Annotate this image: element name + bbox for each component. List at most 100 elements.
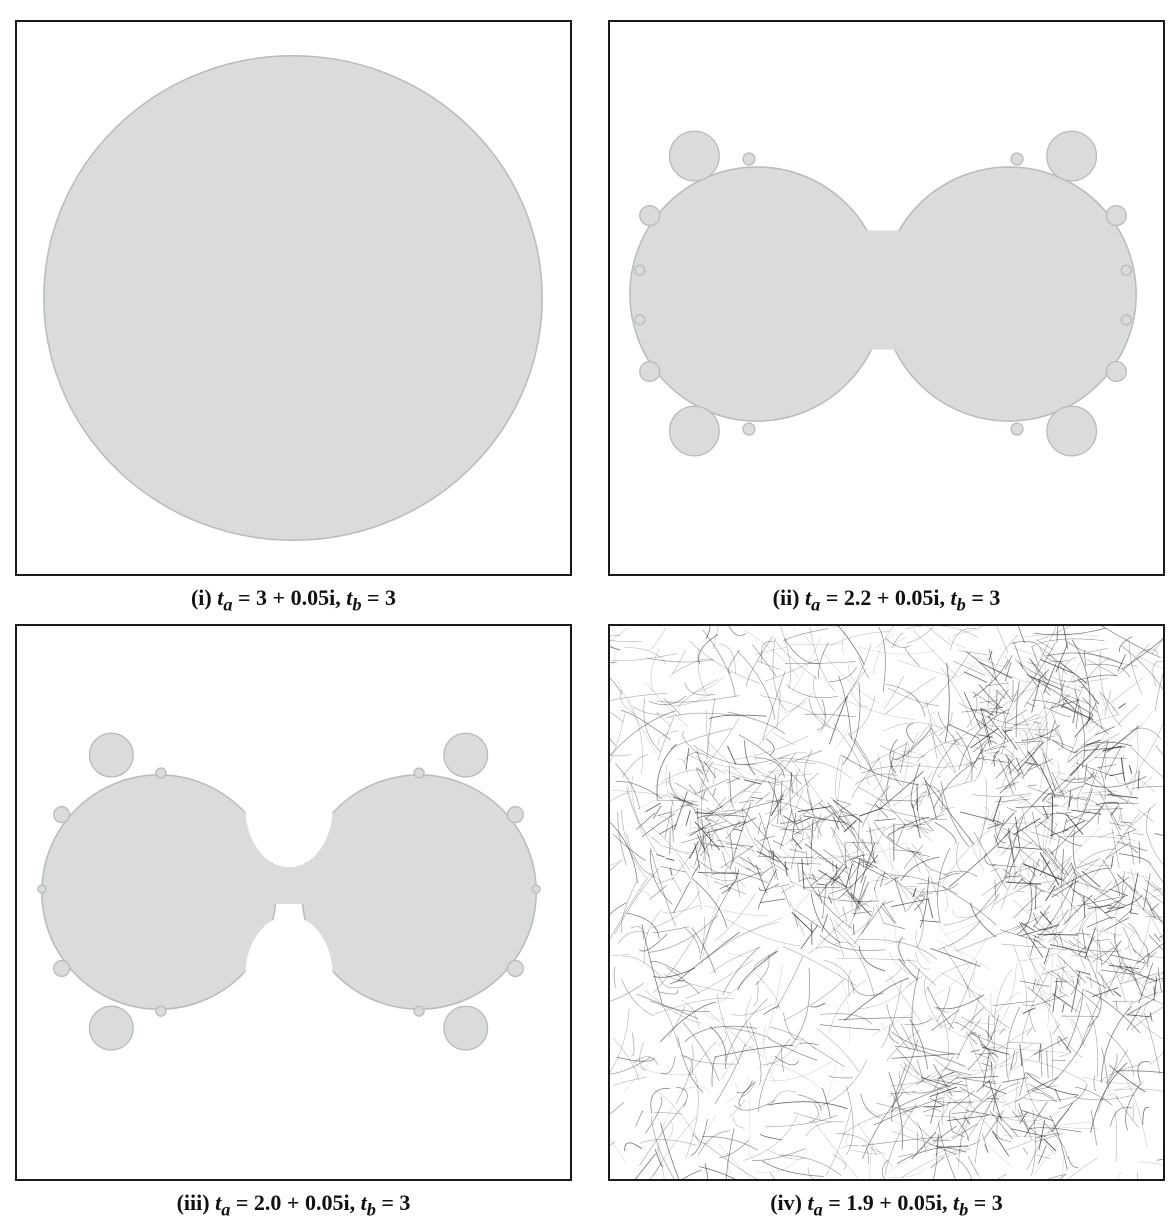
tangle-cluster-stroke xyxy=(1014,878,1023,889)
tangle-cluster-stroke xyxy=(1049,720,1056,741)
tangle-stroke xyxy=(968,1014,999,1069)
tangle-cluster-stroke xyxy=(920,893,933,895)
tangle-cluster-stroke xyxy=(996,626,1008,653)
tangle-cluster-stroke xyxy=(1115,919,1116,937)
tangle-stroke xyxy=(926,781,975,845)
tangle-stroke xyxy=(943,829,991,882)
tangle-stroke xyxy=(1107,1085,1143,1092)
tangle-stroke xyxy=(822,652,879,704)
tangle-stroke xyxy=(823,960,854,994)
tangle-cluster-stroke xyxy=(985,1144,988,1153)
tangle-stroke xyxy=(624,647,665,664)
tangle-cluster-stroke xyxy=(978,735,993,738)
tangle-cluster-stroke xyxy=(869,827,886,862)
tangle-stroke xyxy=(1150,1008,1163,1064)
tangle-stroke xyxy=(907,723,914,743)
tangle-stroke xyxy=(784,979,844,1021)
tangle-stroke xyxy=(759,1039,790,1112)
tangle-stroke xyxy=(658,717,674,761)
tangle-stroke xyxy=(1128,902,1151,982)
tangle-cluster-stroke xyxy=(857,819,860,858)
tangle-cluster-stroke xyxy=(1071,880,1109,892)
tangle-cluster-stroke xyxy=(771,795,784,816)
tangle-cluster-stroke xyxy=(1063,626,1067,649)
tangle-cluster-stroke xyxy=(1016,758,1023,775)
tangle-stroke xyxy=(670,980,685,984)
tangle-stroke xyxy=(783,629,828,642)
tangle-cluster-stroke xyxy=(1114,934,1122,969)
tangle-cluster-stroke xyxy=(1114,991,1121,997)
tangle-cluster-stroke xyxy=(692,864,699,876)
tangle-cluster-stroke xyxy=(744,780,761,784)
tangle-cluster-stroke xyxy=(1019,1072,1025,1096)
tangle-stroke xyxy=(610,793,629,804)
tangle-cluster-stroke xyxy=(805,844,838,869)
tangle-stroke xyxy=(1117,1071,1163,1074)
tangle-cluster-stroke xyxy=(1117,842,1148,852)
tangle-stroke xyxy=(859,658,869,678)
tangle-stroke xyxy=(614,967,616,988)
tangle-stroke xyxy=(1138,1061,1150,1082)
tangle-stroke xyxy=(1003,1174,1065,1179)
tangle-cluster-stroke xyxy=(653,806,661,819)
tangle-stroke xyxy=(758,661,781,670)
tangle-cluster-stroke xyxy=(874,887,877,900)
tangle-cluster-stroke xyxy=(1069,790,1070,807)
tangle-stroke xyxy=(1101,1065,1141,1082)
tangle-cluster-stroke xyxy=(1023,1148,1028,1155)
tangle-stroke xyxy=(612,791,689,802)
tangle-cluster-stroke xyxy=(1011,1129,1046,1137)
tangle-stroke xyxy=(1062,1156,1063,1179)
tangle-cluster-stroke xyxy=(1089,899,1112,920)
tangle-stroke xyxy=(907,958,937,986)
tangle-stroke xyxy=(1117,1172,1127,1179)
tangle-cluster-stroke xyxy=(1151,866,1163,891)
tangle-stroke xyxy=(704,1114,715,1135)
tangle-cluster-stroke xyxy=(1059,933,1063,947)
tangle-stroke xyxy=(1048,953,1053,1027)
tangle-cluster-stroke xyxy=(673,877,682,892)
tangle-stroke xyxy=(749,1022,761,1085)
tangle-cluster-stroke xyxy=(964,672,987,683)
tangle-stroke xyxy=(903,1063,969,1112)
tangle-cluster-stroke xyxy=(1035,643,1062,664)
tangle-stroke xyxy=(1119,1171,1137,1179)
tangle-cluster-stroke xyxy=(1120,822,1132,823)
tangle-cluster-stroke xyxy=(1090,973,1093,989)
panel-ii-double-disk xyxy=(608,20,1165,576)
tangle-cluster-stroke xyxy=(876,904,884,923)
tangle-stroke xyxy=(723,947,760,995)
panel-iii-cusped-disks xyxy=(15,624,572,1181)
tangle-stroke xyxy=(1037,980,1059,1024)
tangle-cluster-stroke xyxy=(1040,861,1050,876)
tangle-stroke xyxy=(987,963,1016,1039)
tangle-stroke xyxy=(941,782,969,847)
tangle-stroke xyxy=(924,777,937,820)
tangle-stroke xyxy=(1154,833,1163,837)
tangle-cluster-stroke xyxy=(1026,952,1043,983)
tangle-cluster-stroke xyxy=(1116,919,1137,933)
tangle-stroke xyxy=(626,786,657,854)
tangle-stroke xyxy=(610,1154,656,1179)
caption-iv-tb: tb xyxy=(953,1190,968,1215)
tangle-cluster-stroke xyxy=(1041,928,1074,947)
tangle-cluster-stroke xyxy=(764,809,788,814)
tangle-stroke xyxy=(893,728,931,760)
tangle-cluster-stroke xyxy=(742,808,768,839)
tangle-stroke xyxy=(813,1046,845,1066)
tangle-stroke xyxy=(935,822,956,844)
tangle-cluster-stroke xyxy=(1082,750,1105,767)
tangle-stroke xyxy=(939,1174,1007,1179)
tangle-cluster-stroke xyxy=(1029,785,1037,786)
tangle-stroke xyxy=(653,935,695,993)
tangle-cluster-stroke xyxy=(870,876,909,882)
tangle-stroke xyxy=(786,684,838,697)
tangle-cluster-stroke xyxy=(1035,884,1036,909)
tangle-stroke xyxy=(798,1095,821,1111)
tangle-cluster-stroke xyxy=(1003,876,1020,877)
tangle-cluster-stroke xyxy=(991,868,999,871)
tangle-cluster-stroke xyxy=(793,839,802,850)
tangle-stroke xyxy=(806,1122,844,1136)
tangle-cluster-stroke xyxy=(929,1064,951,1081)
tangle-stroke xyxy=(657,696,739,703)
